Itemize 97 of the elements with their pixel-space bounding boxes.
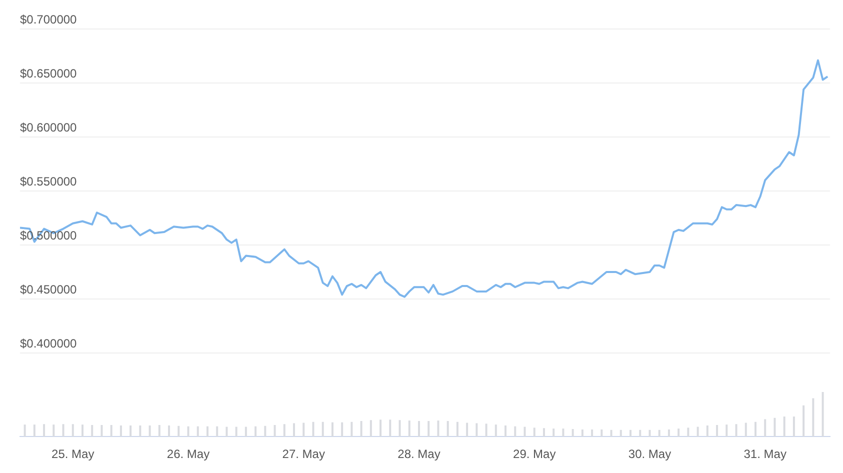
bar <box>678 428 680 437</box>
bar <box>264 426 266 437</box>
bar <box>293 423 296 437</box>
bar <box>802 405 805 437</box>
bar <box>581 429 584 437</box>
bar <box>24 424 26 437</box>
bar <box>380 420 382 437</box>
bar <box>148 425 151 437</box>
bar <box>456 422 458 437</box>
bar <box>331 422 334 437</box>
bar <box>485 424 488 437</box>
bar <box>120 425 122 437</box>
bar <box>254 426 257 437</box>
bar <box>226 426 228 437</box>
bar <box>754 422 756 437</box>
bar <box>572 429 574 437</box>
bar <box>610 430 612 437</box>
y-tick-label: $0.600000 <box>20 120 78 134</box>
bar <box>72 424 74 437</box>
bar <box>648 430 651 437</box>
bar <box>687 428 690 437</box>
x-tick-label: 27. May <box>282 447 325 462</box>
bar <box>91 425 94 437</box>
bar <box>494 424 497 437</box>
x-tick-label: 26. May <box>166 447 210 462</box>
x-tick-label: 31. May <box>744 447 786 462</box>
bar <box>542 428 545 437</box>
bar <box>283 424 286 437</box>
y-tick-label: $0.450000 <box>20 282 78 296</box>
bar <box>552 428 555 437</box>
bar <box>822 392 824 437</box>
bar <box>81 424 84 437</box>
bar <box>398 420 401 437</box>
bar <box>514 426 516 437</box>
bar <box>437 420 440 437</box>
bar <box>52 424 55 437</box>
y-tick-label: $0.700000 <box>20 12 78 26</box>
bar <box>389 420 392 437</box>
bar <box>370 420 372 437</box>
bar <box>562 428 564 437</box>
bar <box>716 425 718 437</box>
bar <box>196 426 199 437</box>
bar <box>504 425 507 437</box>
bar <box>466 422 468 437</box>
bar <box>274 425 276 437</box>
bar <box>302 422 305 437</box>
bar <box>178 426 180 437</box>
bar <box>216 426 218 437</box>
bar <box>630 430 632 437</box>
bar <box>130 425 132 437</box>
bar <box>244 426 247 437</box>
bar <box>168 425 170 437</box>
bar <box>792 416 795 437</box>
bar <box>206 426 208 437</box>
x-tick-label: 30. May <box>628 447 672 462</box>
bar <box>620 430 622 437</box>
bar <box>591 429 594 437</box>
bar <box>774 418 776 437</box>
bar <box>110 425 112 437</box>
bar <box>350 422 353 437</box>
bar <box>100 425 103 437</box>
bar <box>524 426 526 437</box>
bar <box>744 422 747 437</box>
y-tick-label: $0.650000 <box>20 66 78 80</box>
bar <box>428 420 430 437</box>
bar <box>668 429 670 437</box>
bar <box>418 420 420 437</box>
bar <box>783 416 786 437</box>
bar <box>312 422 314 437</box>
bar <box>33 424 36 437</box>
bar <box>533 428 536 437</box>
bar <box>726 424 728 437</box>
bar <box>408 420 410 437</box>
bar <box>235 426 238 437</box>
bar <box>812 398 814 437</box>
bar <box>600 429 603 437</box>
bar <box>360 420 362 437</box>
bar <box>158 425 160 437</box>
bar <box>341 422 344 437</box>
bar <box>706 425 708 437</box>
bar <box>696 426 699 437</box>
bar <box>187 426 190 437</box>
bar <box>62 424 64 437</box>
bar <box>764 419 766 437</box>
bar <box>139 425 142 437</box>
bar <box>446 420 449 437</box>
y-tick-label: $0.400000 <box>20 336 78 350</box>
x-tick-label: 25. May <box>52 447 94 462</box>
bar <box>476 423 478 437</box>
y-tick-label: $0.550000 <box>20 174 78 188</box>
x-tick-label: 28. May <box>398 447 440 462</box>
bar <box>639 430 642 437</box>
bar <box>322 422 324 437</box>
x-tick-label: 29. May <box>513 447 556 462</box>
bar <box>43 424 46 437</box>
bar <box>735 424 738 437</box>
bar <box>658 430 660 437</box>
